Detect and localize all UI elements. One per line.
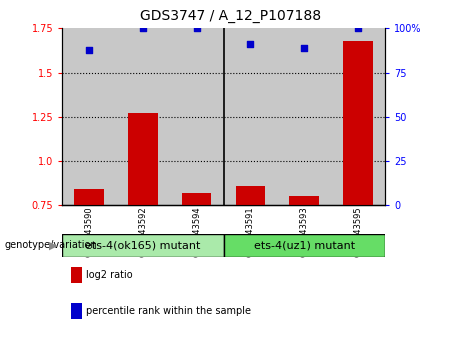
Bar	[278, 28, 331, 205]
Text: percentile rank within the sample: percentile rank within the sample	[86, 306, 251, 316]
Bar	[182, 193, 212, 338]
Text: ets-4(uz1) mutant: ets-4(uz1) mutant	[254, 240, 355, 250]
Bar	[128, 113, 158, 338]
Point	[139, 25, 147, 31]
Text: genotype/variation: genotype/variation	[5, 240, 97, 250]
Bar	[290, 196, 319, 338]
Bar	[62, 28, 116, 205]
Point	[85, 47, 93, 52]
Bar	[74, 189, 104, 338]
Bar	[116, 28, 170, 205]
Bar	[170, 28, 224, 205]
Bar	[343, 41, 373, 338]
Text: log2 ratio: log2 ratio	[86, 270, 133, 280]
Bar	[331, 28, 385, 205]
Bar	[236, 186, 265, 338]
Text: ▶: ▶	[49, 240, 58, 250]
Text: ets-4(ok165) mutant: ets-4(ok165) mutant	[85, 240, 201, 250]
Point	[301, 45, 308, 51]
Bar	[224, 28, 278, 205]
Point	[355, 25, 362, 31]
Point	[247, 41, 254, 47]
Point	[193, 25, 201, 31]
FancyBboxPatch shape	[62, 234, 224, 257]
FancyBboxPatch shape	[224, 234, 385, 257]
Text: GDS3747 / A_12_P107188: GDS3747 / A_12_P107188	[140, 9, 321, 23]
